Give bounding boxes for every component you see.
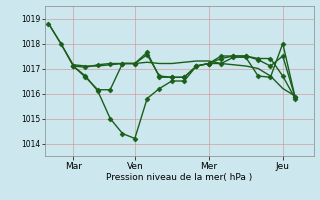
X-axis label: Pression niveau de la mer( hPa ): Pression niveau de la mer( hPa ) [106,173,252,182]
